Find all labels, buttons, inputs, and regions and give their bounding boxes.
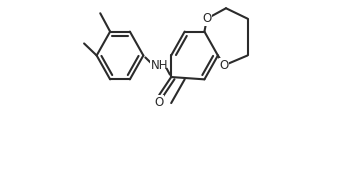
Text: O: O (219, 59, 229, 72)
Text: NH: NH (150, 59, 168, 72)
Text: O: O (202, 12, 212, 25)
Text: O: O (155, 96, 164, 109)
